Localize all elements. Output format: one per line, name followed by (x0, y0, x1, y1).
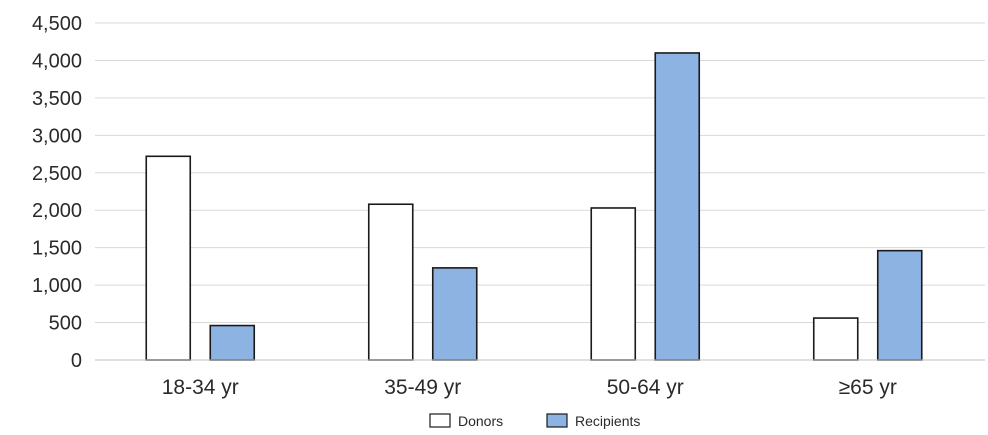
y-tick-label: 1,500 (32, 238, 82, 260)
y-tick-label: 3,000 (32, 125, 82, 147)
y-tick-label: 4,500 (32, 13, 82, 35)
bar-donors-2 (590, 207, 637, 361)
y-tick-label: 0 (71, 350, 82, 372)
x-category-label: 50-64 yr (607, 376, 684, 399)
gridlines (95, 22, 985, 324)
bar-recipients-3 (876, 249, 923, 361)
x-category-label: 35-49 yr (384, 376, 461, 399)
bar-donors-3 (812, 317, 859, 361)
x-category-label: 18-34 yr (162, 376, 239, 399)
y-axis-ticks: 0 500 1,000 1,500 2,000 2,500 3,000 3,500 4,000 4… (32, 13, 82, 372)
bar-recipients-2 (654, 52, 701, 361)
x-category-label: ≥65 yr (839, 376, 897, 399)
x-axis-categories: 18-34 yr 35-49 yr 50-64 yr ≥65 yr (162, 376, 897, 399)
y-tick-label: 4,000 (32, 50, 82, 72)
bar-recipients-0 (209, 324, 256, 361)
legend-swatch-donors (429, 413, 451, 428)
bar-donors-0 (145, 155, 192, 361)
legend-label-recipients: Recipients (575, 413, 640, 429)
y-tick-label: 1,000 (32, 275, 82, 297)
bar-donors-1 (367, 203, 414, 361)
y-tick-label: 2,500 (32, 163, 82, 185)
bars (145, 52, 923, 361)
legend: Donors Recipients (429, 413, 640, 429)
y-tick-label: 3,500 (32, 88, 82, 110)
bar-recipients-1 (431, 267, 478, 361)
legend-swatch-recipients (546, 413, 568, 428)
y-tick-label: 2,000 (32, 200, 82, 222)
legend-label-donors: Donors (458, 413, 503, 429)
y-tick-label: 500 (49, 313, 82, 335)
